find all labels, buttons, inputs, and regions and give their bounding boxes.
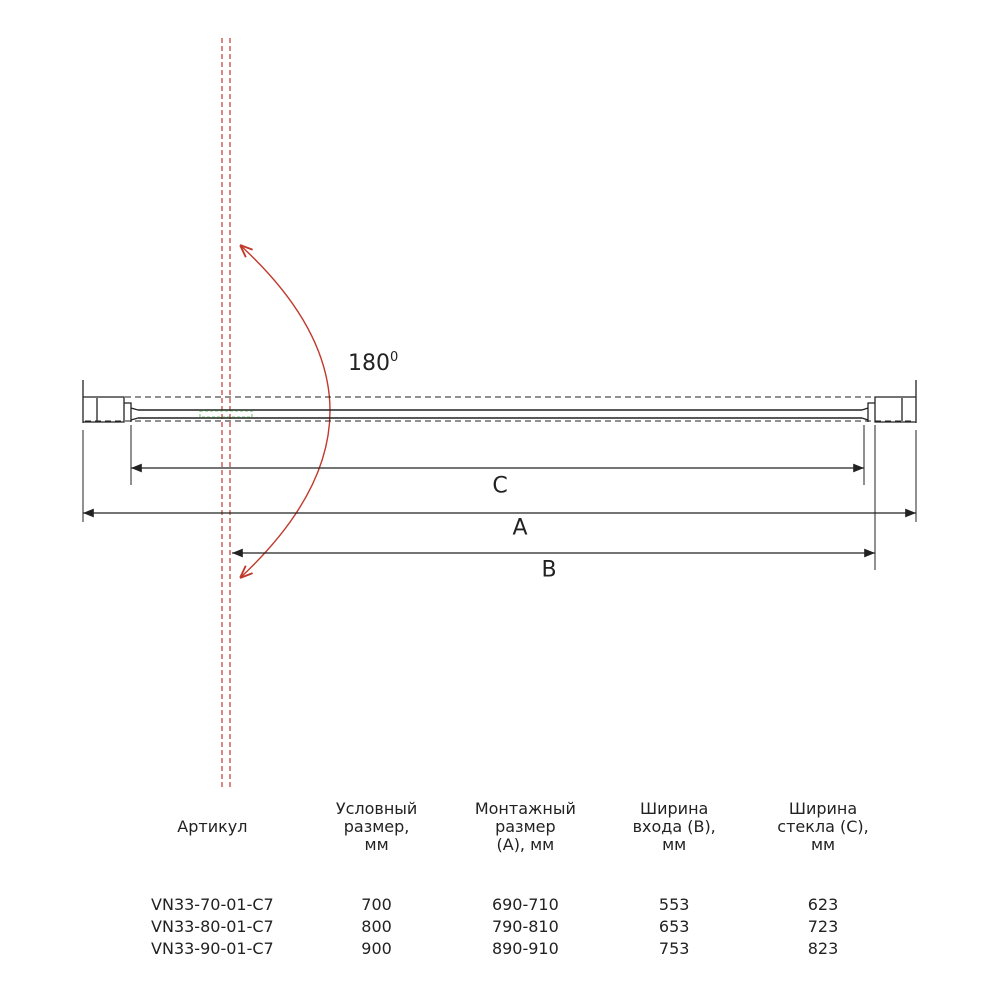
swing-arc-180 xyxy=(240,245,331,578)
cell-entry: 753 xyxy=(658,939,690,958)
header-nominal-size: Условный размер, мм xyxy=(335,799,418,854)
cell-mounting: 690-710 xyxy=(491,895,559,914)
header-mounting-size: Монтажный размер (А), мм xyxy=(474,799,576,854)
table-header-row: Артикул Условный размер, мм Монтажный разме… xyxy=(120,800,900,894)
left-wall-profile xyxy=(82,380,139,423)
cell-entry: 653 xyxy=(658,917,690,936)
header-glass-width: Ширина стекла (С), мм xyxy=(777,799,869,854)
cell-entry: 553 xyxy=(658,895,690,914)
cell-glass: 823 xyxy=(807,939,839,958)
door-axis-lines xyxy=(221,38,231,790)
cell-article: VN33-70-01-C7 xyxy=(151,895,274,914)
dimension-a-label: A xyxy=(512,515,528,541)
angle-label: 1800 xyxy=(348,350,399,376)
cell-article: VN33-80-01-C7 xyxy=(151,917,274,936)
extension-lines xyxy=(82,425,917,570)
table-row: VN33-70-01-C7 700 690-710 553 623 xyxy=(120,894,900,916)
header-article: Артикул xyxy=(177,817,248,836)
glass-panel xyxy=(85,396,915,422)
cell-mounting: 790-810 xyxy=(491,917,559,936)
cell-nominal: 900 xyxy=(361,939,392,958)
cell-mounting: 890-910 xyxy=(491,939,559,958)
cell-glass: 723 xyxy=(807,917,839,936)
table-row: VN33-90-01-C7 900 890-910 753 823 xyxy=(120,938,900,960)
cell-nominal: 700 xyxy=(361,895,392,914)
table-row: VN33-80-01-C7 800 790-810 653 723 xyxy=(120,916,900,938)
seal-icon xyxy=(199,410,253,418)
sizes-table: Артикул Условный размер, мм Монтажный разме… xyxy=(120,800,900,960)
cell-article: VN33-90-01-C7 xyxy=(151,939,274,958)
cell-glass: 623 xyxy=(807,895,839,914)
dimension-c-label: C xyxy=(492,473,508,499)
dimension-b-label: B xyxy=(541,557,557,583)
header-entry-width: Ширина входа (В), мм xyxy=(632,799,716,854)
cell-nominal: 800 xyxy=(361,917,392,936)
right-wall-profile xyxy=(861,380,917,423)
